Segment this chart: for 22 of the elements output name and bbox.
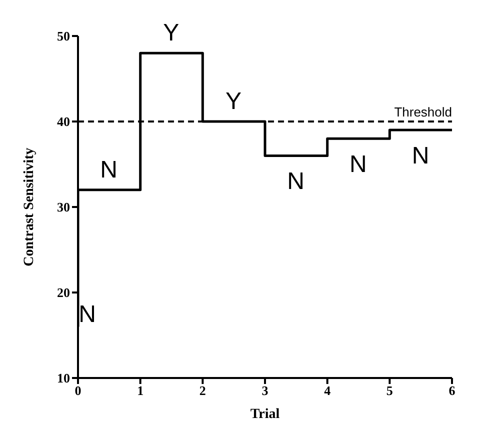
annotation: N xyxy=(349,151,367,178)
y-tick-label: 50 xyxy=(57,28,70,44)
x-tick-label: 6 xyxy=(448,383,456,398)
y-tick-label: 10 xyxy=(57,370,70,386)
annotation: Y xyxy=(163,20,180,47)
annotation: N xyxy=(100,156,118,184)
y-axis-title: Contrast Sensitivity xyxy=(22,148,37,266)
ref-line-label: Threshold xyxy=(394,104,452,120)
x-tick-label: 5 xyxy=(386,383,394,398)
annotation: N xyxy=(412,142,430,170)
x-tick-label: 2 xyxy=(199,383,206,398)
x-tick-label: 4 xyxy=(324,383,332,398)
x-tick-label: 1 xyxy=(137,383,144,398)
x-tick-label: 3 xyxy=(262,383,269,398)
y-tick-label: 40 xyxy=(57,114,70,130)
annotation: Y xyxy=(225,88,242,115)
annotation: N xyxy=(78,301,96,328)
annotation: N xyxy=(287,168,305,196)
y-tick-label: 20 xyxy=(57,285,70,300)
y-tick-label: 30 xyxy=(57,200,70,215)
x-tick-label: 0 xyxy=(74,383,82,398)
x-axis-title: Trial xyxy=(250,407,280,422)
